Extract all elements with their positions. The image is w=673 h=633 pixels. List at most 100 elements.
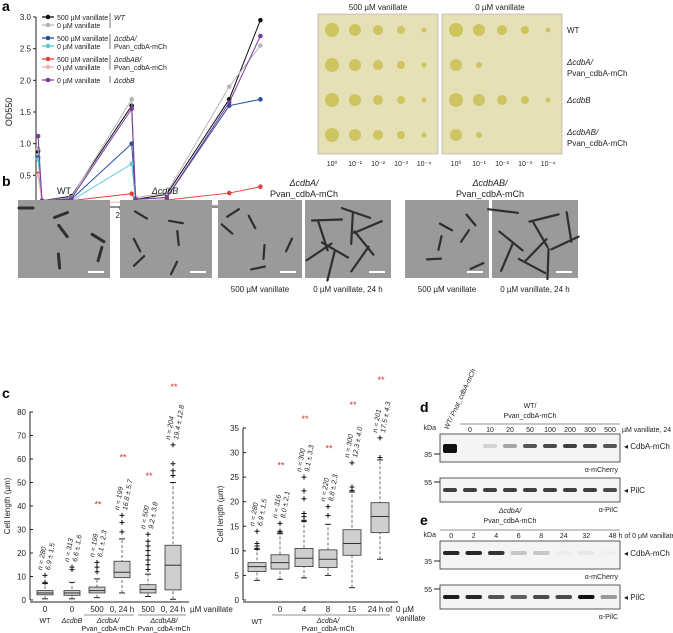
colony-spot [373,25,383,35]
lane-label: 24 [560,533,568,540]
micrograph [18,200,110,278]
data-point [68,196,74,202]
outlier-marker [277,528,283,534]
antibody-label: α-mCherry [585,467,619,474]
colony-spot [473,24,485,36]
lane-label: 48 h of 0 µM vanillate [609,533,673,540]
outlier-marker [42,579,48,585]
dilution-label: 10⁻² [495,161,509,168]
colony-spot [476,132,482,138]
outlier-marker [42,572,48,578]
y-tick-label: 50 [17,479,26,488]
western-blot-d: kDa 35 ◂ CdbA-mCh α-mCherry 55 ◂ PilC α-PilC WT… [424,368,673,514]
micrograph [305,200,391,278]
protein-band [510,551,527,555]
y-axis-label: Cell length (µm) [216,485,225,542]
outlier-marker [349,460,355,466]
outlier-marker [145,552,151,558]
group-label: ΔcdbA/ [316,618,341,625]
lane-label: 50 [526,427,534,434]
legend-marker [45,43,51,49]
group-label: Pvan_cdbA-mCh [82,626,135,633]
outlier-marker [170,442,176,448]
colony-spot [473,94,485,106]
y-tick-label: 5 [235,571,240,580]
box [270,554,290,570]
y-tick-label: 20 [17,549,26,558]
cell [132,237,142,253]
colony-spot [349,129,361,141]
x-tick-label: 8 [326,605,331,614]
protein-band [443,551,460,555]
strain-label: ΔcdbA/ [566,58,594,67]
lane-label: 0 [468,427,472,434]
growth-curve-chart: OD550 0.00.51.01.52.02.53.00102030405060… [4,13,290,220]
protein-band [483,444,497,448]
significance-stars: ** [145,471,153,481]
outlier-marker [325,504,331,510]
micrograph-header: ΔcdbB [151,186,179,196]
legend-label: 0 µM vanillate [57,23,100,30]
colony-spot [373,60,383,70]
legend-label: 0 µM vanillate [57,78,100,85]
data-point [164,190,170,196]
y-axis-label: OD550 [4,98,14,127]
micrograph-caption: 500 µM vanillate [418,285,477,294]
legend-marker [45,64,51,70]
sample-size-label: n = 280 [249,502,260,527]
protein-band [543,444,557,448]
colony-spot [521,26,529,34]
legend-strain: WT [114,15,126,22]
spot-assay-plates: 500 µM vanillate 0 µM vanillate 10⁰ 10⁻¹ 1… [317,3,627,168]
cell [528,213,560,223]
protein-band [503,488,517,492]
significance-stars: ** [325,444,333,454]
outlier-marker [94,559,100,565]
cell [546,247,550,281]
y-tick-label: 1.0 [20,140,32,149]
plate-title-left: 500 µM vanillate [349,3,408,12]
protein-band [443,595,460,599]
y-tick-label: 0.5 [20,171,32,180]
colony-spot [450,59,462,71]
x-tick-label: 4 [302,605,307,614]
significance-stars: ** [119,452,127,462]
significance-stars: ** [377,375,385,385]
y-tick-label: 20 [230,498,239,507]
sample-size-label: n = 300 [344,434,355,459]
cell [168,219,184,225]
x-tick-label: 0 [278,605,283,614]
colony-spot [325,128,339,142]
protein-band [603,488,617,492]
data-point [164,195,170,200]
colony-spot [421,97,427,103]
micrograph-header: ΔcdbA/ [288,178,320,188]
protein-band [578,595,595,599]
data-point [129,191,134,196]
colony-spot [421,27,427,33]
data-point [35,133,41,139]
colony-spot [349,94,361,106]
data-point [226,84,232,89]
band-label: ◂ CdbA-mCh [624,549,670,558]
box [113,560,131,579]
dilution-label: 10⁻² [371,161,385,168]
mw-marker: 35 [424,559,432,566]
colony-spot [373,130,383,140]
outlier-marker [145,557,151,563]
cell [310,218,344,222]
lane-label: 0 [449,533,453,540]
colony-spot [497,25,507,35]
outlier-marker [349,484,355,490]
cell [133,210,149,220]
colony-spot [476,62,482,68]
outlier-marker [145,566,151,572]
protein-band [503,444,517,448]
x-unit-label: µM vanillate [190,605,233,614]
micrograph-header: WT [57,186,71,196]
cell-length-boxplot-strains: 0 10 20 30 40 50 60 70 80 Cell length (µm) n = 280… [3,382,233,633]
colony-spot [397,131,405,139]
mean-label: 6.9 ± 1.5 [45,543,57,571]
outlier-marker [277,520,283,526]
strain-label: ΔcdbAB/ [566,128,599,137]
